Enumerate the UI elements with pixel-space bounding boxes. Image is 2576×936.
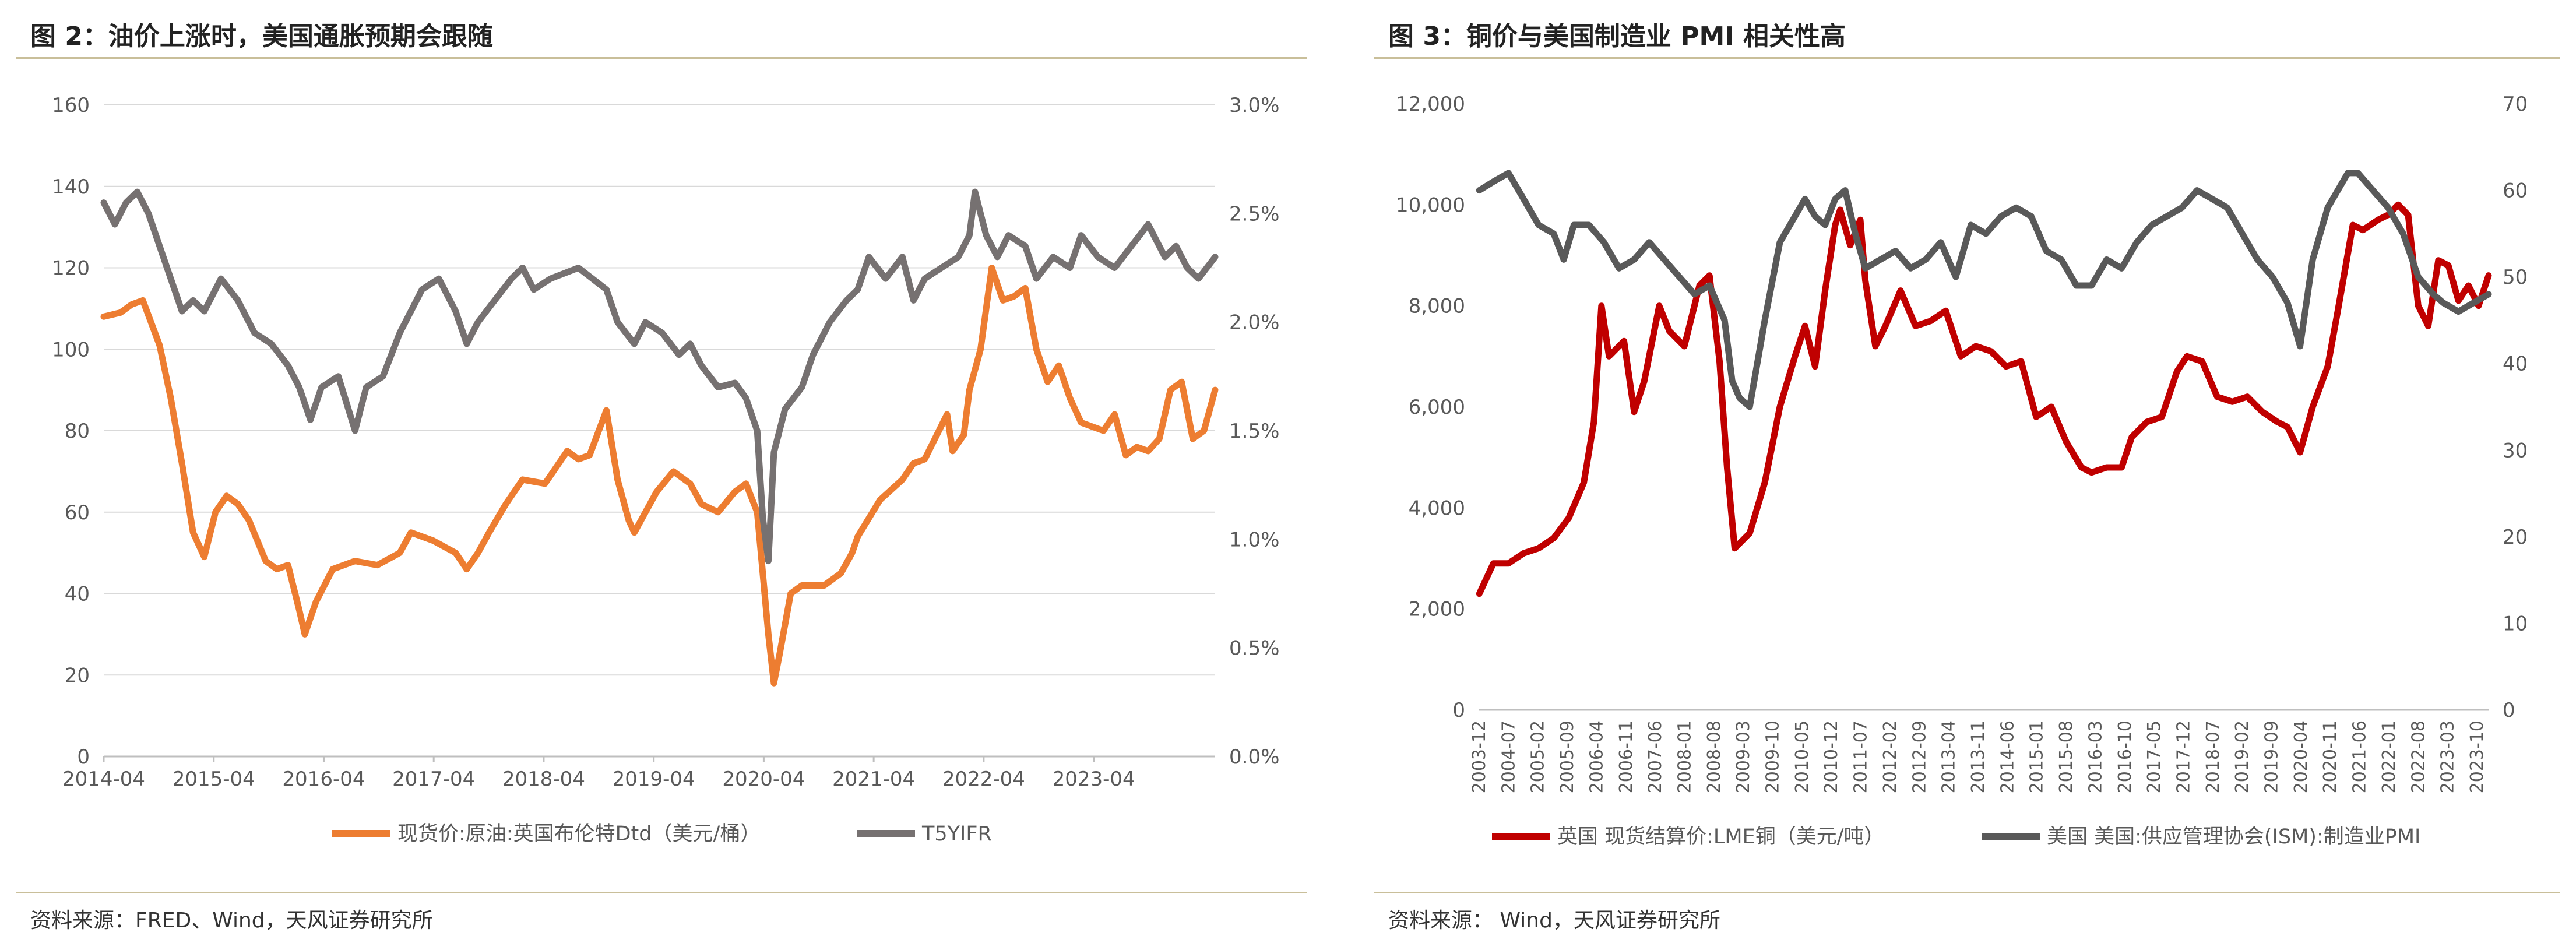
right-source: 资料来源： Wind，天风证券研究所 [1388,909,1720,933]
x-tick-label: 2022-08 [2408,720,2429,793]
x-tick-label: 2023-03 [2438,720,2458,793]
left-panel: 图 2：油价上涨时，美国通胀预期会跟随 0 20 40 60 80 100 120 140 16… [16,22,1307,933]
x-tick-label: 2012-09 [1909,720,1930,793]
x-tick-label: 2008-08 [1704,720,1725,793]
x-tick-label: 2015-08 [2056,720,2077,793]
y-left-tick-label: 2,000 [1409,598,1465,621]
x-tick-label: 2014-04 [62,768,145,791]
x-tick-label: 2009-03 [1733,720,1754,793]
x-tick-label: 2007-06 [1645,720,1666,793]
y-left-tick-label: 20 [65,664,90,687]
left-chart: 0 20 40 60 80 100 120 140 160 0.0% 0.5% 1.0% 1.5% 2.0… [52,94,1279,846]
x-tick-label: 2014-06 [1997,720,2018,793]
y-right-tick-label: 70 [2503,93,2528,116]
y-left-tick-label: 12,000 [1396,93,1465,116]
y-right-tick-label: 40 [2503,353,2528,376]
y-right-tick-label: 0.0% [1229,745,1279,769]
x-tick-label: 2013-04 [1939,720,1959,793]
x-tick-label: 2017-12 [2173,720,2194,793]
x-tick-label: 2009-10 [1763,720,1783,793]
y-left-tick-label: 60 [65,501,90,525]
y-left-tick-label: 10,000 [1396,193,1465,217]
right-panel: 图 3：铜价与美国制造业 PMI 相关性高 0 2,000 4,000 6,000 8,… [1358,0,2576,936]
y-right-tick-label: 30 [2503,439,2528,462]
right-chart-title: 图 3：铜价与美国制造业 PMI 相关性高 [1388,22,1846,51]
x-tick-label: 2017-05 [2144,720,2165,793]
x-tick-label: 2003-12 [1469,720,1490,793]
x-tick-label: 2022-01 [2379,720,2399,793]
x-tick-label: 2006-11 [1616,720,1637,793]
y-right-tick-label: 50 [2503,266,2528,289]
y-left-tick-label: 160 [52,94,90,117]
y-left-tick-label: 40 [65,583,90,606]
y-left-tick-label: 120 [52,257,90,280]
x-tick-label: 2015-04 [173,768,255,791]
x-tick-label: 2021-06 [2350,720,2370,793]
left-chart-title: 图 2：油价上涨时，美国通胀预期会跟随 [30,22,493,51]
x-tick-label: 2020-11 [2320,720,2341,793]
x-tick-label: 2016-10 [2115,720,2135,793]
x-tick-label: 2016-04 [282,768,365,791]
series-line-secondary [1476,170,2492,410]
y-right-tick-label: 10 [2503,612,2528,635]
x-tick-label: 2021-04 [832,768,915,791]
x-tick-label: 2023-04 [1053,768,1135,791]
left-title-rule [16,57,1307,59]
x-tick-label: 2017-04 [392,768,475,791]
x-tick-label: 2019-02 [2232,720,2253,793]
x-tick-label: 2022-04 [942,768,1025,791]
legend-label: T5YIFR [921,822,992,846]
left-source-rule [16,892,1307,893]
series-line-secondary [100,188,1219,565]
x-tick-label: 2010-05 [1792,720,1813,793]
x-tick-label: 2005-02 [1528,720,1549,793]
legend-label: 现货价:原油:英国布伦特Dtd（美元/桶） [397,822,761,846]
x-tick-label: 2020-04 [2291,720,2311,793]
x-tick-label: 2008-01 [1674,720,1695,793]
x-tick-label: 2019-09 [2262,720,2282,793]
y-right-tick-label: 20 [2503,526,2528,549]
x-tick-label: 2005-09 [1557,720,1578,793]
x-tick-label: 2023-10 [2467,720,2487,793]
y-right-tick-label: 2.0% [1229,311,1279,335]
y-left-tick-label: 0 [1452,699,1465,722]
x-tick-label: 2006-04 [1586,720,1607,793]
y-left-tick-label: 8,000 [1409,295,1465,318]
right-title-rule [1374,57,2560,59]
x-tick-label: 2013-11 [1968,720,1989,793]
right-source-rule [1374,892,2560,893]
y-right-tick-label: 1.0% [1229,528,1279,551]
y-left-tick-label: 0 [77,745,90,769]
y-left-tick-label: 140 [52,175,90,199]
y-right-tick-label: 60 [2503,180,2528,203]
x-tick-label: 2015-01 [2027,720,2047,793]
y-right-tick-label: 3.0% [1229,94,1279,117]
x-tick-label: 2011-07 [1851,720,1871,793]
y-left-tick-label: 100 [52,338,90,361]
y-right-tick-label: 0.5% [1229,637,1279,660]
x-tick-label: 2004-07 [1498,720,1519,793]
y-left-tick-label: 80 [65,420,90,443]
y-right-tick-label: 1.5% [1229,420,1279,443]
x-tick-label: 2012-02 [1880,720,1901,793]
x-tick-label: 2019-04 [613,768,695,791]
legend-label: 英国 现货结算价:LME铜（美元/吨） [1557,825,1885,849]
x-tick-label: 2020-04 [722,768,805,791]
right-chart: 0 2,000 4,000 6,000 8,000 10,000 12,000 0 10 20 30… [1396,93,2528,849]
y-right-tick-label: 2.5% [1229,202,1279,226]
x-tick-label: 2018-07 [2203,720,2223,793]
legend-label: 美国 美国:供应管理协会(ISM):制造业PMI [2047,825,2420,849]
y-left-tick-label: 6,000 [1409,396,1465,419]
x-tick-label: 2018-04 [502,768,585,791]
x-tick-label: 2016-03 [2085,720,2106,793]
series-line-primary [100,265,1219,687]
y-left-tick-label: 4,000 [1409,497,1465,520]
series-line-primary [1476,201,2492,597]
y-right-tick-label: 0 [2503,699,2515,722]
left-source: 资料来源：FRED、Wind，天风证券研究所 [30,909,433,933]
x-tick-label: 2010-12 [1821,720,1842,793]
